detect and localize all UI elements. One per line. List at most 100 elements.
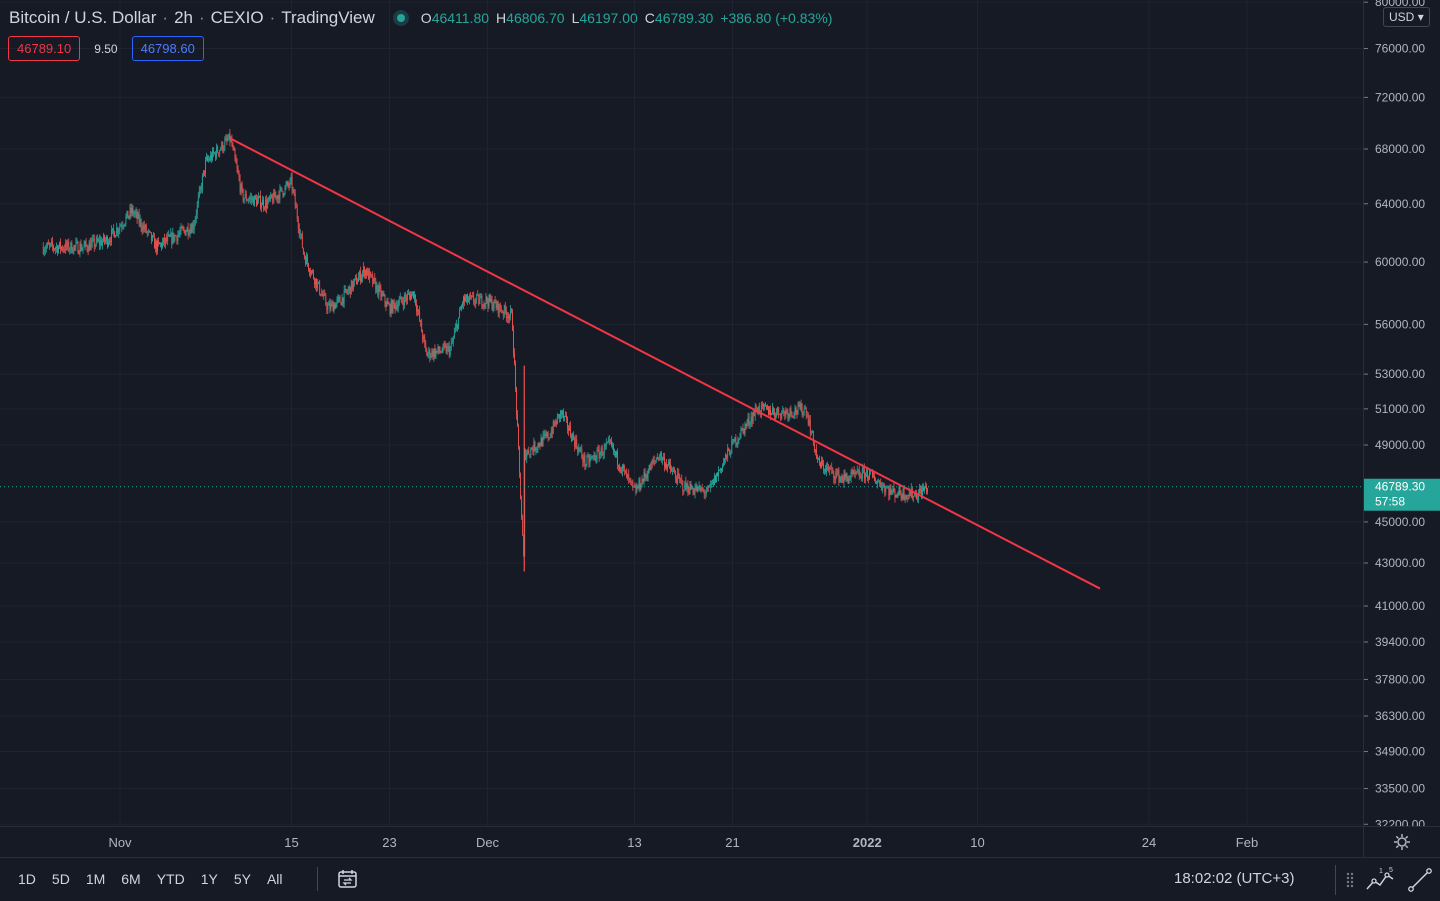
candle bbox=[202, 170, 204, 177]
range-6m-button[interactable]: YTD bbox=[156, 871, 185, 887]
candle bbox=[693, 488, 695, 496]
candle bbox=[438, 346, 440, 354]
close-label: C bbox=[644, 10, 655, 26]
candle bbox=[364, 265, 365, 279]
candle bbox=[342, 297, 344, 308]
candle bbox=[849, 475, 851, 481]
candle bbox=[596, 446, 598, 464]
candle bbox=[842, 475, 844, 483]
candle bbox=[134, 209, 136, 218]
range-5y-button[interactable]: All bbox=[266, 871, 283, 887]
candle bbox=[123, 224, 125, 230]
candle bbox=[616, 450, 617, 458]
candle bbox=[552, 419, 554, 435]
candle bbox=[634, 482, 636, 488]
time-axis-label: 10 bbox=[970, 835, 984, 850]
candle bbox=[901, 493, 903, 502]
drawing-tool-button[interactable] bbox=[1400, 860, 1440, 900]
price-axis[interactable]: 80000.00 76000.00 72000.00 68000.00 64000.00… bbox=[1363, 0, 1440, 826]
candle bbox=[589, 454, 591, 467]
candle bbox=[706, 485, 708, 493]
candle bbox=[264, 206, 265, 211]
candle bbox=[295, 201, 297, 209]
candle bbox=[462, 301, 463, 309]
candle bbox=[81, 243, 83, 252]
candle bbox=[454, 323, 456, 333]
trendline[interactable] bbox=[229, 137, 1101, 590]
candle bbox=[345, 288, 347, 294]
candle bbox=[675, 469, 677, 483]
range-all-button[interactable] bbox=[291, 873, 307, 885]
candle bbox=[761, 401, 763, 410]
candle bbox=[119, 222, 121, 235]
candle bbox=[551, 426, 553, 439]
toolbar-divider bbox=[316, 867, 318, 891]
indicators-button[interactable]: 1 5 bbox=[1360, 860, 1400, 900]
candle bbox=[582, 454, 584, 468]
candle bbox=[429, 348, 431, 363]
candle bbox=[623, 463, 625, 472]
candle bbox=[298, 223, 300, 239]
drag-handle[interactable] bbox=[1340, 860, 1360, 900]
candle bbox=[531, 447, 533, 451]
candle bbox=[125, 213, 127, 227]
candle bbox=[594, 452, 596, 462]
candle bbox=[915, 490, 917, 500]
chart-legend: Bitcoin / U.S. Dollar · 2h · CEXIO · Tra… bbox=[9, 8, 832, 28]
candle bbox=[925, 481, 926, 489]
candle bbox=[852, 469, 854, 475]
range-5d-button[interactable]: 5D bbox=[51, 871, 70, 887]
currency-selector[interactable]: USD ▾ bbox=[1383, 7, 1430, 27]
candle bbox=[339, 295, 341, 303]
candle bbox=[672, 467, 673, 476]
symbol-name[interactable]: Bitcoin / U.S. Dollar bbox=[9, 8, 157, 27]
candle bbox=[638, 477, 640, 491]
candle bbox=[194, 216, 196, 227]
candle bbox=[716, 472, 717, 483]
price-chart[interactable] bbox=[0, 0, 1363, 826]
candle bbox=[299, 229, 301, 240]
candle bbox=[479, 293, 481, 305]
range-3m-button[interactable]: 6M bbox=[121, 871, 141, 887]
candle bbox=[399, 292, 401, 300]
clock-timezone[interactable]: 18:02:02 (UTC+3) bbox=[1174, 870, 1295, 887]
interval-label[interactable]: 2h bbox=[174, 8, 193, 27]
candle bbox=[486, 295, 488, 304]
candle bbox=[457, 317, 459, 330]
candle bbox=[111, 225, 112, 246]
candle bbox=[625, 469, 627, 475]
candle bbox=[241, 181, 243, 193]
chart-settings-button[interactable] bbox=[1363, 826, 1440, 857]
candle bbox=[137, 211, 139, 220]
candle bbox=[515, 360, 516, 392]
candle bbox=[562, 409, 563, 418]
candle bbox=[487, 297, 489, 312]
range-1y-button[interactable]: 5Y bbox=[233, 871, 251, 887]
range-1m-button[interactable]: 1M bbox=[85, 871, 106, 887]
candle bbox=[502, 310, 504, 320]
svg-text:5: 5 bbox=[1389, 867, 1393, 874]
candle bbox=[224, 136, 226, 152]
candle bbox=[637, 484, 639, 489]
buy-button[interactable]: 46798.60 bbox=[131, 36, 204, 61]
candle bbox=[507, 312, 509, 324]
candle bbox=[730, 450, 732, 458]
candle bbox=[191, 221, 193, 233]
candle bbox=[876, 480, 877, 485]
sell-button[interactable]: 46789.10 bbox=[8, 36, 81, 61]
candle bbox=[705, 486, 707, 498]
time-axis[interactable]: Nov 15 23 Dec 13 21 2022 10 24 Feb bbox=[0, 826, 1363, 857]
candle bbox=[415, 294, 416, 307]
candle bbox=[541, 436, 543, 448]
candle bbox=[544, 430, 546, 439]
range-1d-button[interactable]: 1D bbox=[18, 871, 36, 887]
candle bbox=[324, 289, 326, 297]
candle bbox=[57, 244, 58, 256]
range-ytd-button[interactable]: 1Y bbox=[200, 871, 218, 887]
candle bbox=[742, 423, 744, 434]
goto-date-button[interactable] bbox=[328, 859, 368, 899]
candle bbox=[289, 177, 291, 189]
candle bbox=[390, 298, 392, 318]
candle bbox=[296, 203, 298, 223]
candle bbox=[78, 250, 80, 255]
